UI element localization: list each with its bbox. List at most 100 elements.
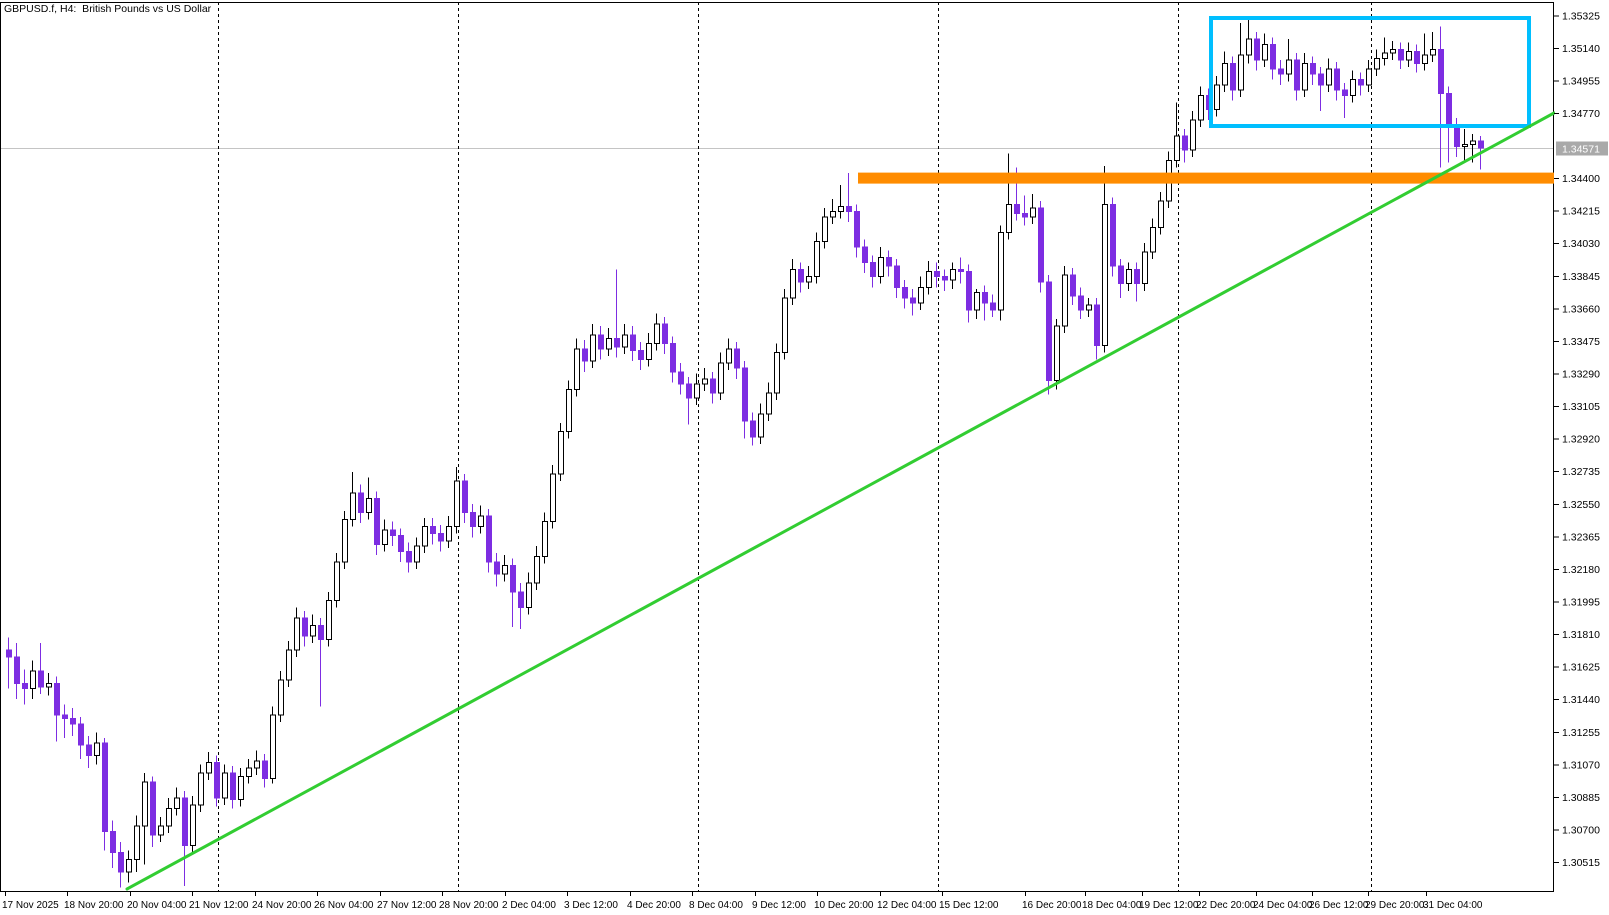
- price-axis-label: 1.31995: [1562, 597, 1600, 609]
- candlestick-bullish: [654, 323, 660, 345]
- candlestick-bullish: [1246, 38, 1252, 56]
- candlestick-bearish: [86, 744, 92, 757]
- candlestick-bullish: [590, 334, 596, 362]
- candlestick-bullish: [222, 772, 228, 799]
- candlestick-bearish: [1038, 207, 1044, 283]
- candlestick-bullish: [134, 825, 140, 860]
- candlestick-bearish: [1230, 63, 1236, 91]
- time-axis-label: 17 Nov 2025: [2, 900, 59, 911]
- candlestick-bearish: [894, 265, 900, 288]
- candlestick-bearish: [110, 830, 116, 853]
- resistance-hline-object[interactable]: [858, 172, 1554, 184]
- candlestick-bullish: [1422, 54, 1428, 65]
- candlestick-bearish: [582, 348, 588, 362]
- candlestick-bearish: [1014, 204, 1020, 214]
- time-axis-label: 3 Dec 12:00: [564, 900, 618, 911]
- candlestick-bearish: [1182, 135, 1188, 151]
- candlestick-bearish: [494, 561, 500, 575]
- candlestick-bullish: [806, 276, 812, 283]
- candlestick-bullish: [502, 564, 508, 575]
- price-axis-label: 1.31440: [1562, 694, 1600, 706]
- candlestick-bullish: [702, 378, 708, 385]
- candlestick-bullish: [1470, 140, 1476, 146]
- time-axis-label: 18 Nov 20:00: [64, 900, 124, 911]
- candlestick-bullish: [950, 269, 956, 281]
- time-axis-label: 31 Dec 04:00: [1423, 900, 1483, 911]
- price-axis-label: 1.34955: [1562, 75, 1600, 87]
- candlestick-bearish: [982, 292, 988, 304]
- candlestick-bearish: [390, 529, 396, 537]
- candlestick-bullish: [822, 216, 828, 242]
- candlestick-bearish: [966, 270, 972, 311]
- time-axis-label: 8 Dec 04:00: [689, 900, 743, 911]
- candlestick-bearish: [398, 535, 404, 552]
- candlestick-bearish: [862, 246, 868, 264]
- candlestick-bullish: [30, 670, 36, 690]
- candlestick-bearish: [38, 670, 44, 688]
- price-axis-label: 1.33660: [1562, 303, 1600, 315]
- candlestick-bullish: [918, 286, 924, 304]
- candlestick-bearish: [1070, 274, 1076, 297]
- price-axis-label: 1.34770: [1562, 108, 1600, 120]
- candlestick-bullish: [1374, 57, 1380, 70]
- candlestick-bullish: [174, 797, 180, 809]
- candlestick-bearish: [1022, 212, 1028, 218]
- candlestick-bullish: [878, 256, 884, 278]
- candlestick-bearish: [462, 480, 468, 514]
- price-axis-label: 1.33290: [1562, 369, 1600, 381]
- candlestick-bearish: [1046, 281, 1052, 382]
- range-rectangle-object[interactable]: [1209, 16, 1531, 128]
- candlestick-bullish: [1214, 84, 1220, 110]
- price-axis-label: 1.30885: [1562, 792, 1600, 804]
- candlestick-bearish: [118, 851, 124, 873]
- chart-plot-area[interactable]: [0, 2, 1554, 892]
- time-axis-label: 12 Dec 04:00: [877, 900, 937, 911]
- candlestick-bullish: [766, 392, 772, 415]
- price-axis-label: 1.32180: [1562, 564, 1600, 576]
- price-axis-label: 1.31255: [1562, 727, 1600, 739]
- candlestick-bullish: [726, 348, 732, 364]
- time-axis-area[interactable]: [0, 893, 1609, 915]
- candlestick-bullish: [1366, 68, 1372, 86]
- price-axis-area[interactable]: [1555, 0, 1609, 915]
- candlestick-bullish: [422, 526, 428, 547]
- price-axis-label: 1.30515: [1562, 857, 1600, 869]
- candlestick-bearish: [54, 682, 60, 716]
- price-axis-label: 1.30700: [1562, 825, 1600, 837]
- price-axis-label: 1.32550: [1562, 499, 1600, 511]
- candlestick-bullish: [142, 781, 148, 827]
- candlestick-bullish: [790, 269, 796, 299]
- price-axis-label: 1.32735: [1562, 466, 1600, 478]
- candlestick-bullish: [574, 348, 580, 390]
- candlestick-bearish: [62, 714, 68, 720]
- candlestick-bearish: [798, 269, 804, 283]
- candlestick-bullish: [46, 682, 52, 688]
- candlestick-bearish: [14, 656, 20, 684]
- candlestick-bearish: [486, 515, 492, 563]
- candlestick-bullish: [1326, 68, 1332, 86]
- candlestick-bearish: [358, 492, 364, 514]
- candlestick-bullish: [1262, 43, 1268, 61]
- candlestick-bearish: [1270, 43, 1276, 70]
- candlestick-bullish: [1286, 59, 1292, 75]
- candlestick-bearish: [262, 760, 268, 779]
- candlestick-bearish: [518, 591, 524, 609]
- candlestick-bullish: [550, 473, 556, 522]
- time-axis-label: 24 Dec 04:00: [1253, 900, 1313, 911]
- candlestick-bearish: [846, 205, 852, 213]
- candlestick-bearish: [686, 383, 692, 399]
- candlestick-bearish: [1078, 295, 1084, 311]
- candlestick-bullish: [1006, 204, 1012, 234]
- candlestick-bearish: [886, 256, 892, 267]
- candlestick-bullish: [998, 232, 1004, 311]
- candlestick-bullish: [1430, 49, 1436, 56]
- time-axis-label: 4 Dec 20:00: [627, 900, 681, 911]
- candlestick-bearish: [1118, 265, 1124, 285]
- time-axis-label: 19 Dec 12:00: [1139, 900, 1199, 911]
- candlestick-bullish: [782, 297, 788, 353]
- candlestick-bearish: [910, 297, 916, 304]
- candlestick-bearish: [854, 211, 860, 248]
- trendline-object[interactable]: [125, 111, 1556, 891]
- price-axis-label: 1.32920: [1562, 434, 1600, 446]
